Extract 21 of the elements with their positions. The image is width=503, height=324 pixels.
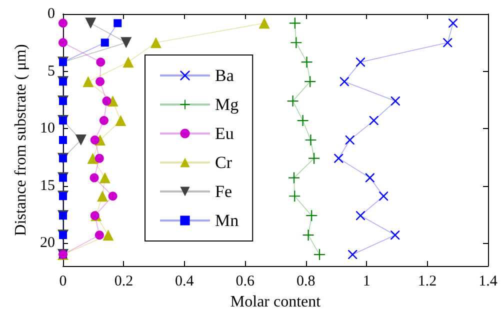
y-tick-label: 10 xyxy=(40,120,55,137)
y-tick-label: 5 xyxy=(48,63,55,80)
x-tick-label: 0.4 xyxy=(175,274,194,290)
legend-label: Eu xyxy=(215,124,234,143)
legend-label: Mn xyxy=(215,211,240,230)
y-axis-title: Distance from substrate ( μm) xyxy=(12,44,30,236)
x-tick-label: 0.6 xyxy=(236,274,256,290)
x-axis-title: Molar content xyxy=(230,294,322,310)
legend-label: Cr xyxy=(215,153,232,172)
legend-label: Ba xyxy=(215,66,234,85)
x-tick-label: 1.4 xyxy=(478,274,498,290)
x-tick-label: 0 xyxy=(59,274,67,290)
legend-label: Mg xyxy=(215,95,240,114)
y-tick-label: 15 xyxy=(40,178,55,194)
x-tick-label: 0.8 xyxy=(296,274,316,290)
y-tick-label: 20 xyxy=(40,235,55,252)
legend-label: Fe xyxy=(215,182,232,201)
x-tick-label: 1 xyxy=(362,274,370,290)
x-tick-label: 1.2 xyxy=(418,274,437,290)
y-tick-label: 0 xyxy=(48,6,55,22)
x-tick-label: 0.2 xyxy=(114,274,134,290)
